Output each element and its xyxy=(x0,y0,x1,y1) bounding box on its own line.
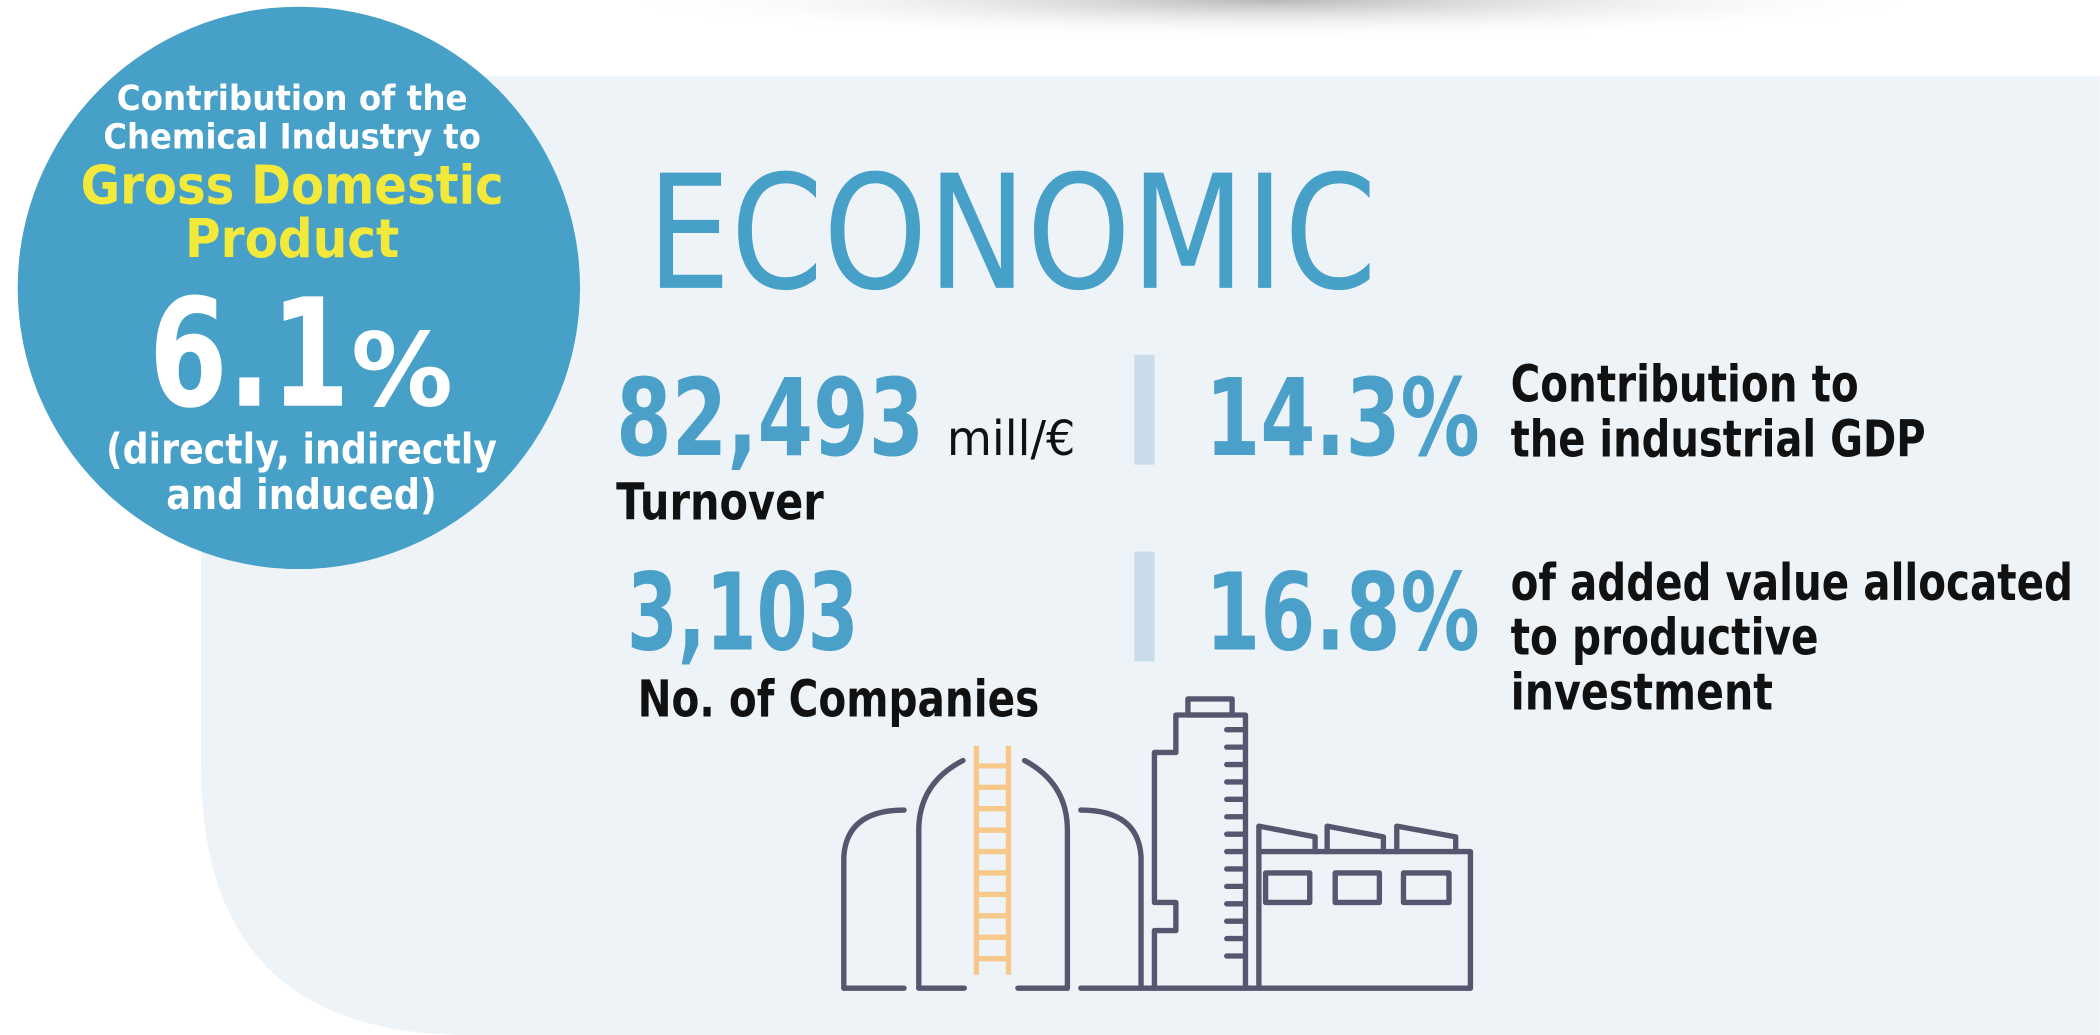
shadow xyxy=(602,0,1942,81)
title: ECONOMIC xyxy=(647,142,1377,326)
badge-highlight: Gross Domestic xyxy=(81,154,504,217)
stat-label: Contribution to xyxy=(1511,355,1859,414)
stat-value: 16.8% xyxy=(1205,551,1479,675)
stat-label: the industrial GDP xyxy=(1511,410,1926,469)
stat-value: 14.3% xyxy=(1205,357,1479,481)
badge-line: Contribution of the xyxy=(117,79,468,119)
stat-label: of added value allocated xyxy=(1511,553,2073,612)
factory-icon xyxy=(841,696,1474,991)
stat-value: 82,493 xyxy=(616,357,924,481)
badge-highlight: Product xyxy=(185,207,399,270)
badge xyxy=(17,6,581,570)
divider xyxy=(1134,551,1155,662)
badge-value: 6.1 xyxy=(149,268,350,442)
stat-value: 3,103 xyxy=(627,551,859,675)
stat-label: No. of Companies xyxy=(638,669,1040,728)
stat-label: Turnover xyxy=(616,473,824,532)
badge-note: (directly, indirectly xyxy=(106,424,497,473)
divider xyxy=(1134,354,1155,465)
badge-line: Chemical Industry to xyxy=(103,118,481,158)
stat-label: to productive xyxy=(1511,608,1819,667)
stat-unit: mill/€ xyxy=(947,411,1076,467)
badge-note: and induced) xyxy=(166,470,436,519)
stat-label: investment xyxy=(1511,663,1773,722)
badge-unit: % xyxy=(351,312,453,430)
